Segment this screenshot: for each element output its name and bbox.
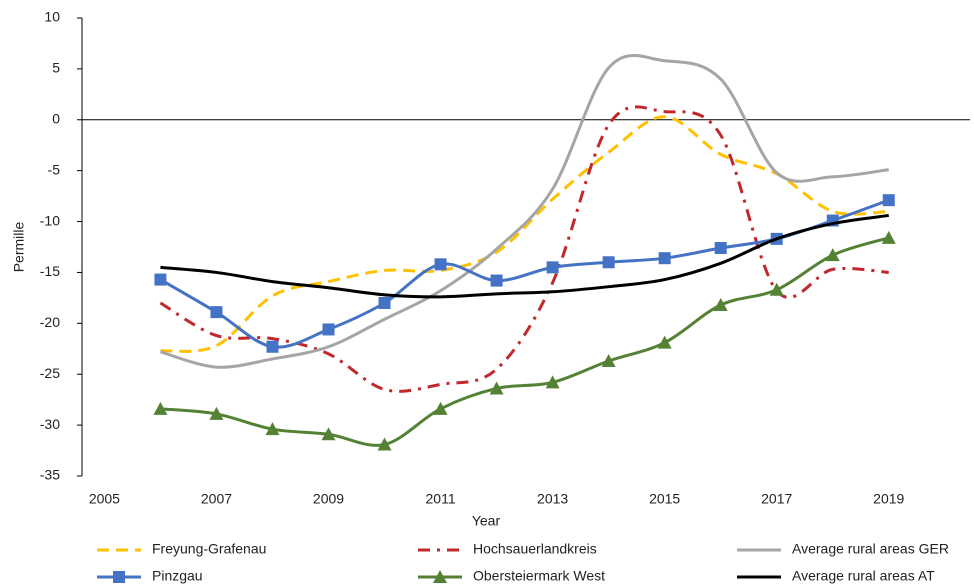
y-tick-label: -5 — [48, 161, 61, 177]
x-axis-label: Year — [472, 513, 501, 529]
marker — [713, 298, 728, 312]
legend-label: Obersteiermark West — [473, 568, 605, 584]
series-line — [160, 53, 889, 369]
marker — [490, 274, 503, 287]
legend-label: Freyung-Grafenau — [152, 541, 266, 557]
x-tick-label: 2007 — [201, 491, 232, 507]
legend-label: Pinzgau — [152, 568, 203, 584]
marker — [657, 335, 672, 349]
marker — [882, 194, 895, 207]
marker — [545, 375, 560, 389]
marker — [546, 261, 559, 274]
series-line — [160, 115, 889, 353]
y-tick-label: -20 — [40, 314, 60, 330]
y-axis-label: Permille — [11, 222, 27, 273]
y-tick-label: -30 — [40, 416, 60, 432]
marker — [322, 323, 335, 336]
x-tick-label: 2019 — [873, 491, 904, 507]
y-tick-label: 0 — [52, 110, 60, 126]
marker — [153, 401, 168, 415]
x-tick-label: 2005 — [89, 491, 120, 507]
series-line — [160, 213, 889, 299]
legend-label: Hochsauerlandkreis — [473, 541, 597, 557]
series-line — [159, 105, 889, 393]
legend-label: Average rural areas AT — [792, 568, 935, 584]
marker — [658, 252, 671, 265]
x-tick-label: 2011 — [426, 491, 456, 507]
marker — [210, 306, 223, 319]
marker — [881, 230, 896, 244]
marker — [434, 258, 447, 271]
y-tick-label: 10 — [44, 9, 60, 25]
marker — [113, 571, 125, 583]
marker — [265, 422, 280, 436]
x-tick-label: 2015 — [649, 491, 680, 507]
marker — [266, 340, 279, 353]
marker — [321, 427, 336, 441]
y-tick-label: -10 — [40, 212, 60, 228]
marker — [433, 570, 447, 583]
y-tick-label: -25 — [40, 365, 60, 381]
y-tick-label: -35 — [40, 467, 60, 483]
marker — [377, 437, 392, 451]
marker — [825, 248, 840, 262]
marker — [154, 273, 167, 286]
y-tick-label: 5 — [52, 60, 60, 76]
marker — [378, 296, 391, 309]
marker — [602, 256, 615, 269]
marker — [714, 242, 727, 255]
marker — [433, 401, 448, 415]
marker — [209, 406, 224, 420]
x-tick-label: 2013 — [537, 491, 568, 507]
marker — [489, 381, 504, 395]
x-tick-label: 2017 — [761, 491, 792, 507]
legend-label: Average rural areas GER — [792, 541, 949, 557]
x-tick-label: 2009 — [313, 491, 344, 507]
marker — [601, 353, 616, 367]
marker — [769, 282, 784, 296]
y-tick-label: -15 — [40, 263, 60, 279]
